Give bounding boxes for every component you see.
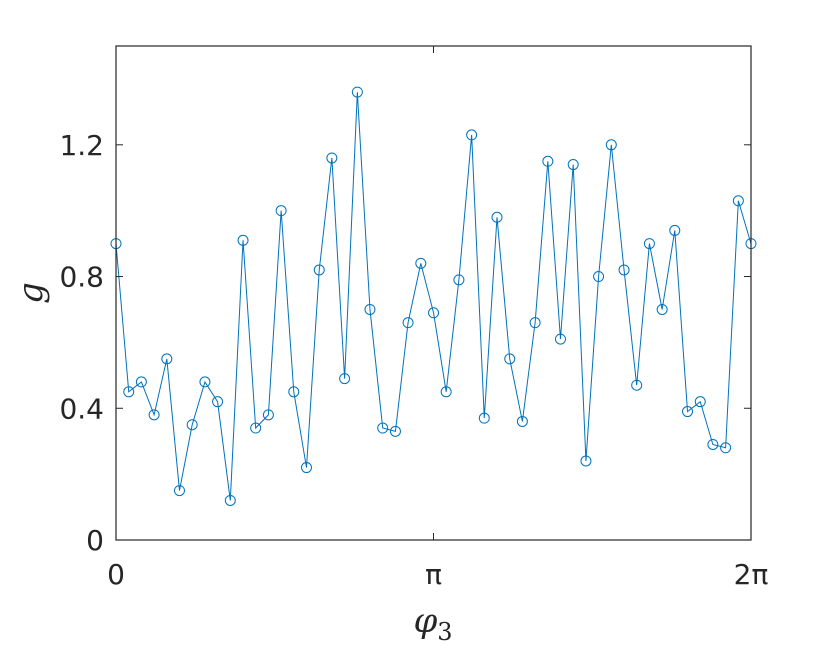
data-point (656, 303, 668, 315)
data-point (237, 234, 249, 246)
data-point (580, 455, 592, 467)
data-point (199, 376, 211, 388)
data-point (275, 205, 287, 217)
data-point (135, 376, 147, 388)
data-point (720, 442, 732, 454)
series-line (115, 92, 752, 501)
x-tick-label: 2π (734, 558, 769, 591)
x-axis-label-symbol: φ (413, 601, 437, 641)
y-tick-label: 0.8 (59, 261, 104, 294)
data-point (593, 271, 605, 283)
data-point (262, 409, 274, 421)
x-axis-label-subscript: 3 (437, 618, 452, 645)
data-point (682, 406, 694, 418)
data-point (428, 307, 440, 319)
plot-area-background (116, 46, 751, 540)
data-point (301, 462, 312, 474)
data-point (364, 303, 376, 315)
data-point (224, 494, 236, 506)
data-point (478, 412, 490, 424)
data-point (250, 422, 262, 434)
data-point (440, 386, 452, 398)
data-point (123, 386, 135, 398)
data-point (415, 257, 427, 269)
data-point (516, 415, 528, 427)
y-tick-label: 1.2 (59, 129, 104, 162)
data-point (567, 159, 579, 171)
data-point (491, 211, 503, 223)
y-tick-label: 0.4 (59, 392, 104, 425)
data-point (694, 396, 706, 408)
data-point (313, 264, 325, 276)
data-point (707, 438, 719, 450)
x-tick-label: π (425, 558, 442, 591)
data-point (529, 317, 541, 329)
x-axis-label: φ3 (413, 601, 452, 645)
data-point (326, 152, 338, 164)
data-point (148, 409, 160, 421)
x-tick-label: 0 (107, 558, 125, 591)
axis-ticks: 0 π 2π 0 0.4 0.8 1.2 (59, 46, 768, 591)
data-point (339, 373, 351, 385)
data-point (161, 353, 173, 365)
data-point (466, 129, 478, 141)
data-point (504, 353, 516, 365)
data-point (605, 139, 617, 151)
data-point (377, 422, 389, 434)
data-point (288, 386, 300, 398)
y-tick-label: 0 (86, 524, 104, 557)
data-point (618, 264, 630, 276)
data-point (453, 274, 465, 286)
data-point (631, 379, 643, 391)
data-point (732, 195, 744, 207)
data-point (186, 419, 198, 431)
data-point (173, 485, 185, 497)
data-point (402, 317, 414, 329)
data-point (669, 224, 681, 236)
chart-marks (110, 86, 757, 506)
data-point (643, 238, 655, 250)
data-point (554, 333, 566, 345)
data-point (542, 155, 554, 167)
y-axis-label: g (11, 282, 51, 304)
data-point (351, 86, 363, 98)
data-point (212, 396, 224, 408)
data-point (389, 425, 401, 437)
